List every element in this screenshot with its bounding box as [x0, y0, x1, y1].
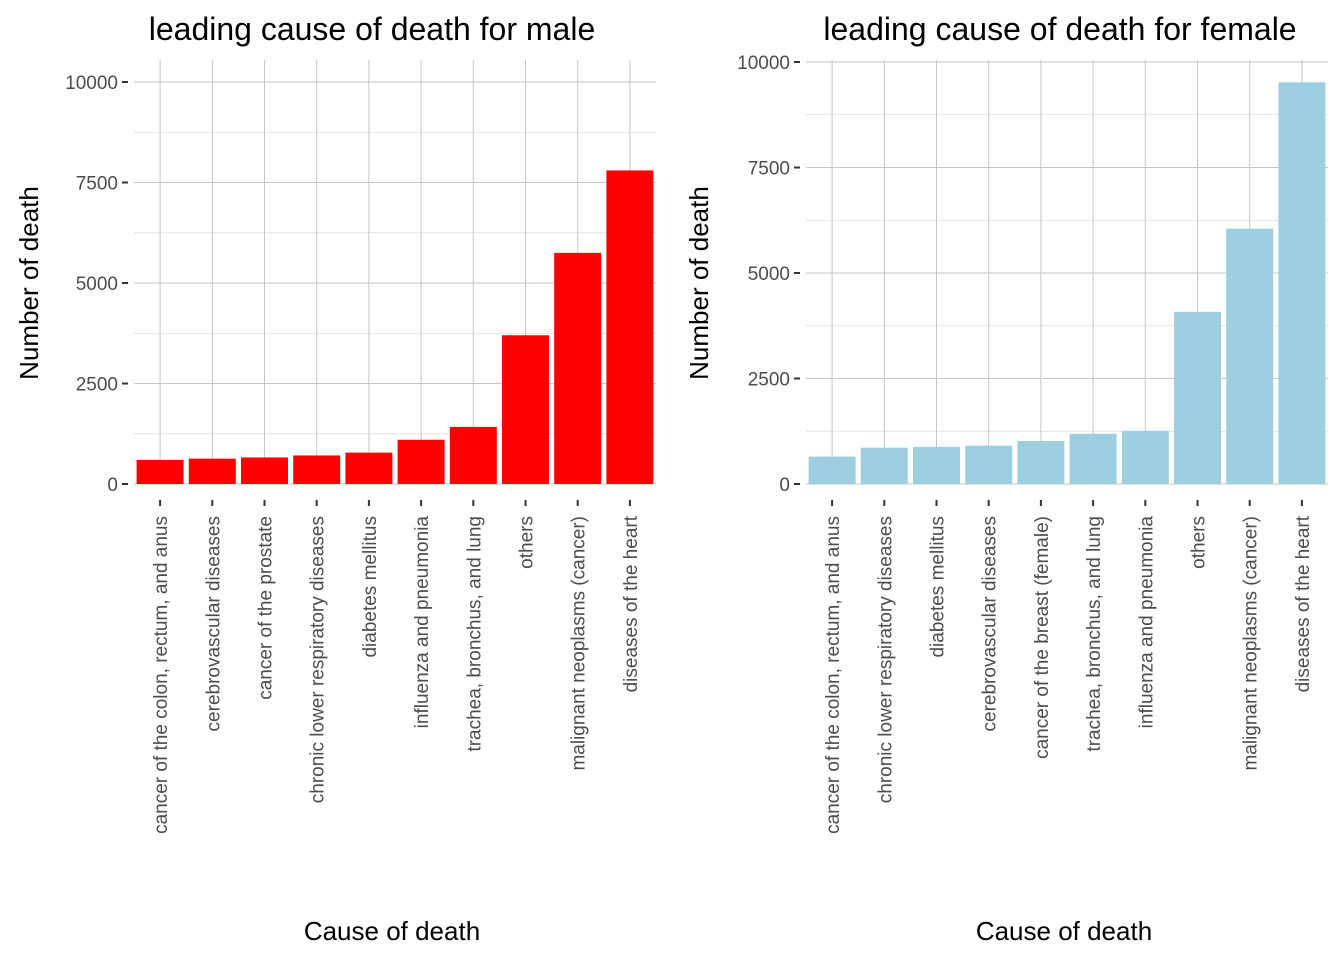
female-x-tick-label: influenza and pneumonia	[1136, 516, 1157, 729]
female-bar	[1174, 311, 1221, 484]
female-bar	[1069, 433, 1117, 484]
male-chart-x-ticks: cancer of the colon, rectum, and anus cer…	[151, 500, 642, 834]
female-x-tick-label: others	[1189, 516, 1210, 569]
female-bar	[1226, 228, 1274, 484]
female-bar	[965, 445, 1013, 484]
male-x-tick-label: cancer of the prostate	[256, 516, 277, 700]
male-y-tick-label: 2500	[76, 375, 118, 396]
female-chart-y-axis-label: Number of death	[684, 186, 714, 380]
female-bar	[1017, 440, 1065, 484]
female-chart-y-ticks: 0 2500 5000 7500 10000	[737, 53, 800, 496]
female-y-tick-label: 10000	[737, 53, 790, 74]
male-chart-title: leading cause of death for male	[149, 11, 596, 47]
female-bar	[1278, 82, 1326, 485]
female-x-tick-label: diabetes mellitus	[928, 516, 949, 658]
male-chart-x-axis-label: Cause of death	[304, 916, 480, 946]
male-bar	[293, 455, 341, 484]
male-x-tick-label: cancer of the colon, rectum, and anus	[151, 516, 172, 834]
male-x-tick-label: cerebrovascular diseases	[203, 516, 224, 731]
female-bar	[1121, 430, 1169, 484]
female-chart-x-axis-label: Cause of death	[976, 916, 1152, 946]
female-chart-title: leading cause of death for female	[823, 11, 1296, 47]
female-x-tick-label: cancer of the breast (female)	[1032, 516, 1053, 759]
female-bar	[913, 446, 960, 484]
male-x-tick-label: diabetes mellitus	[360, 516, 381, 658]
male-bar	[606, 170, 654, 484]
female-x-tick-label: malignant neoplasms (cancer)	[1241, 516, 1262, 771]
male-bar	[502, 335, 549, 484]
male-y-tick-label: 7500	[76, 174, 118, 195]
male-bar	[397, 439, 445, 484]
male-chart-panel: 0 2500 5000 7500 10000 cancer of the colon, …	[14, 11, 656, 946]
female-chart-x-ticks: cancer of the colon, rectum, and anus chr…	[823, 500, 1314, 834]
female-x-tick-label: trachea, bronchus, and lung	[1084, 516, 1105, 752]
male-x-tick-label: malignant neoplasms (cancer)	[569, 516, 590, 771]
male-chart-y-axis-label: Number of death	[14, 186, 44, 380]
female-bar	[808, 456, 856, 484]
male-bar	[449, 426, 497, 484]
female-x-tick-label: chronic lower respiratory diseases	[875, 516, 896, 803]
male-bar	[554, 252, 602, 484]
female-y-tick-label: 0	[779, 475, 790, 496]
male-bar	[136, 459, 184, 484]
male-bar	[345, 452, 393, 484]
male-chart-y-ticks: 0 2500 5000 7500 10000	[65, 73, 128, 496]
female-x-tick-label: cerebrovascular diseases	[980, 516, 1001, 731]
male-x-tick-label: trachea, bronchus, and lung	[464, 516, 485, 752]
male-x-tick-label: others	[517, 516, 538, 569]
male-x-tick-label: chronic lower respiratory diseases	[308, 516, 329, 803]
male-x-tick-label: influenza and pneumonia	[412, 516, 433, 729]
female-x-tick-label: diseases of the heart	[1293, 515, 1314, 692]
female-y-tick-label: 5000	[748, 264, 790, 285]
male-bar	[188, 458, 236, 484]
male-y-tick-label: 10000	[65, 73, 118, 94]
male-y-tick-label: 5000	[76, 274, 118, 295]
female-y-tick-label: 2500	[748, 370, 790, 391]
female-bar	[860, 447, 908, 484]
male-bar	[241, 457, 288, 484]
male-x-tick-label: diseases of the heart	[621, 515, 642, 692]
female-chart-panel: 0 2500 5000 7500 10000 cancer of the colon, …	[684, 11, 1328, 946]
female-chart-bars	[808, 82, 1326, 485]
male-chart-bars	[136, 170, 654, 484]
male-y-tick-label: 0	[107, 475, 118, 496]
female-x-tick-label: cancer of the colon, rectum, and anus	[823, 516, 844, 834]
female-y-tick-label: 7500	[748, 159, 790, 180]
